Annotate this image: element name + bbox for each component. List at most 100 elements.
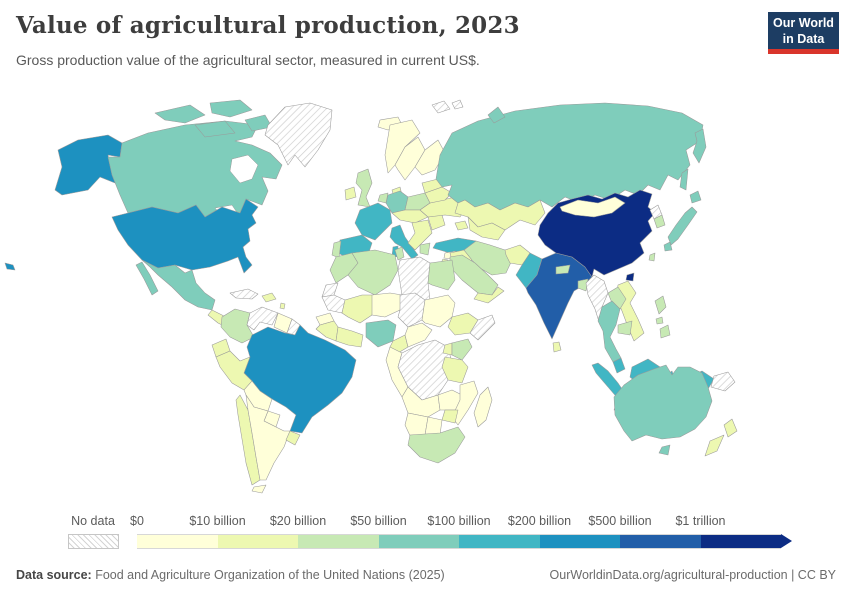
country-tunisia[interactable] xyxy=(394,246,405,261)
legend-tick-label: $500 billion xyxy=(588,514,652,528)
country-italy[interactable] xyxy=(389,224,419,260)
map-legend: No data $0 $10 billion $20 billion $50 bill… xyxy=(0,512,850,552)
country-russia[interactable] xyxy=(435,102,704,211)
country-chad[interactable] xyxy=(397,292,426,328)
country-australia[interactable] xyxy=(613,364,713,442)
legend-no-data-swatch[interactable] xyxy=(68,534,119,549)
country-canada-arctic-1[interactable] xyxy=(154,104,206,124)
country-uruguay[interactable] xyxy=(285,430,301,446)
country-algeria[interactable] xyxy=(347,249,399,296)
country-finland[interactable] xyxy=(414,139,446,176)
country-yemen-oman[interactable] xyxy=(473,286,505,304)
country-venezuela[interactable] xyxy=(246,306,279,331)
country-lesser-antilles[interactable] xyxy=(279,302,286,310)
country-russia-kamchatka[interactable] xyxy=(692,128,707,164)
data-source-note: Data source: Food and Agriculture Organi… xyxy=(16,568,445,582)
country-france[interactable] xyxy=(354,202,393,241)
country-canada-arctic-2[interactable] xyxy=(209,99,253,118)
country-tanzania[interactable] xyxy=(441,356,469,384)
country-cuba[interactable] xyxy=(229,288,259,300)
legend-bin-3[interactable] xyxy=(378,534,459,549)
country-angola[interactable] xyxy=(401,386,441,418)
country-sweden[interactable] xyxy=(394,136,426,181)
country-nz-north[interactable] xyxy=(723,418,738,438)
legend-bin-2[interactable] xyxy=(298,534,379,549)
country-south-korea[interactable] xyxy=(653,214,666,229)
country-greece[interactable] xyxy=(419,242,431,256)
country-papua-new-guinea[interactable] xyxy=(710,371,736,392)
country-balkans[interactable] xyxy=(407,219,433,251)
legend-tick-label: $0 xyxy=(130,514,144,528)
world-choropleth-map xyxy=(0,95,850,507)
country-malaysia[interactable] xyxy=(612,357,626,374)
legend-bin-5[interactable] xyxy=(539,534,620,549)
country-south-africa[interactable] xyxy=(407,426,466,464)
country-mexico[interactable] xyxy=(141,259,216,311)
owid-logo[interactable]: Our World in Data xyxy=(768,12,839,54)
legend-bin-6[interactable] xyxy=(620,534,701,549)
legend-bin-0[interactable] xyxy=(137,534,218,549)
country-bangladesh[interactable] xyxy=(577,278,589,292)
country-ireland[interactable] xyxy=(344,186,357,201)
country-canada-arctic-3[interactable] xyxy=(194,120,236,138)
country-peru[interactable] xyxy=(215,350,253,391)
country-mozambique[interactable] xyxy=(451,380,479,426)
country-central-asia[interactable] xyxy=(467,216,506,241)
country-nepal[interactable] xyxy=(555,264,571,275)
legend-bin-4[interactable] xyxy=(459,534,540,549)
country-sudan[interactable] xyxy=(421,294,456,328)
legend-tick-label: $20 billion xyxy=(269,514,327,528)
country-kenya[interactable] xyxy=(451,338,473,361)
hudson-bay xyxy=(229,154,259,184)
country-svalbard[interactable] xyxy=(431,100,451,114)
legend-bar xyxy=(137,534,781,549)
country-caucasus[interactable] xyxy=(454,220,469,231)
country-usa-hawaii[interactable] xyxy=(4,262,16,271)
country-cambodia[interactable] xyxy=(617,320,633,336)
country-central-african-republic[interactable] xyxy=(404,322,433,348)
country-taiwan[interactable] xyxy=(648,252,656,262)
country-mexico-baja[interactable] xyxy=(135,261,159,296)
legend-bin-1[interactable] xyxy=(217,534,298,549)
country-thailand[interactable] xyxy=(597,300,622,363)
country-russia-novaya[interactable] xyxy=(487,106,506,124)
country-nz-south[interactable] xyxy=(704,434,725,457)
country-benelux[interactable] xyxy=(377,192,389,204)
country-philippines-luzon[interactable] xyxy=(654,295,667,315)
country-philippines-visayas[interactable] xyxy=(655,316,664,325)
country-zimbabwe[interactable] xyxy=(441,409,459,424)
country-somalia[interactable] xyxy=(469,314,496,341)
country-japan-kyushu[interactable] xyxy=(663,241,673,252)
country-nigeria[interactable] xyxy=(365,319,397,348)
country-alaska[interactable] xyxy=(54,134,126,196)
country-svalbard-2[interactable] xyxy=(451,99,464,110)
country-saudi-arabia[interactable] xyxy=(449,254,499,296)
country-egypt[interactable] xyxy=(427,259,456,291)
country-tasmania[interactable] xyxy=(658,444,671,456)
country-china-hainan[interactable] xyxy=(625,272,635,282)
country-hispaniola[interactable] xyxy=(261,292,277,303)
country-argentina[interactable] xyxy=(245,394,291,481)
country-tierra-del-fuego[interactable] xyxy=(251,484,267,494)
country-japan-hokkaido[interactable] xyxy=(689,190,702,204)
credit-link[interactable]: OurWorldinData.org/agricultural-producti… xyxy=(549,568,836,582)
country-uk[interactable] xyxy=(355,168,373,208)
country-madagascar[interactable] xyxy=(473,386,493,428)
country-western-sahara[interactable] xyxy=(321,282,339,298)
country-japan-honshu[interactable] xyxy=(667,206,698,246)
country-mongolia[interactable] xyxy=(559,196,626,218)
legend-arrow xyxy=(781,534,792,548)
country-greenland[interactable] xyxy=(264,102,333,168)
country-niger[interactable] xyxy=(371,292,403,318)
country-philippines-mindanao[interactable] xyxy=(659,324,671,339)
country-portugal[interactable] xyxy=(331,240,342,259)
legend-bin-7[interactable] xyxy=(700,534,781,549)
country-mali[interactable] xyxy=(341,294,376,324)
country-sri-lanka[interactable] xyxy=(552,341,562,353)
country-ghana-ivory-coast[interactable] xyxy=(335,326,364,348)
country-botswana[interactable] xyxy=(424,416,443,436)
country-mauritania[interactable] xyxy=(321,294,346,314)
country-russia-sakhalin[interactable] xyxy=(679,168,689,191)
legend-tick-label: $100 billion xyxy=(427,514,491,528)
country-cameroon[interactable] xyxy=(389,334,409,354)
